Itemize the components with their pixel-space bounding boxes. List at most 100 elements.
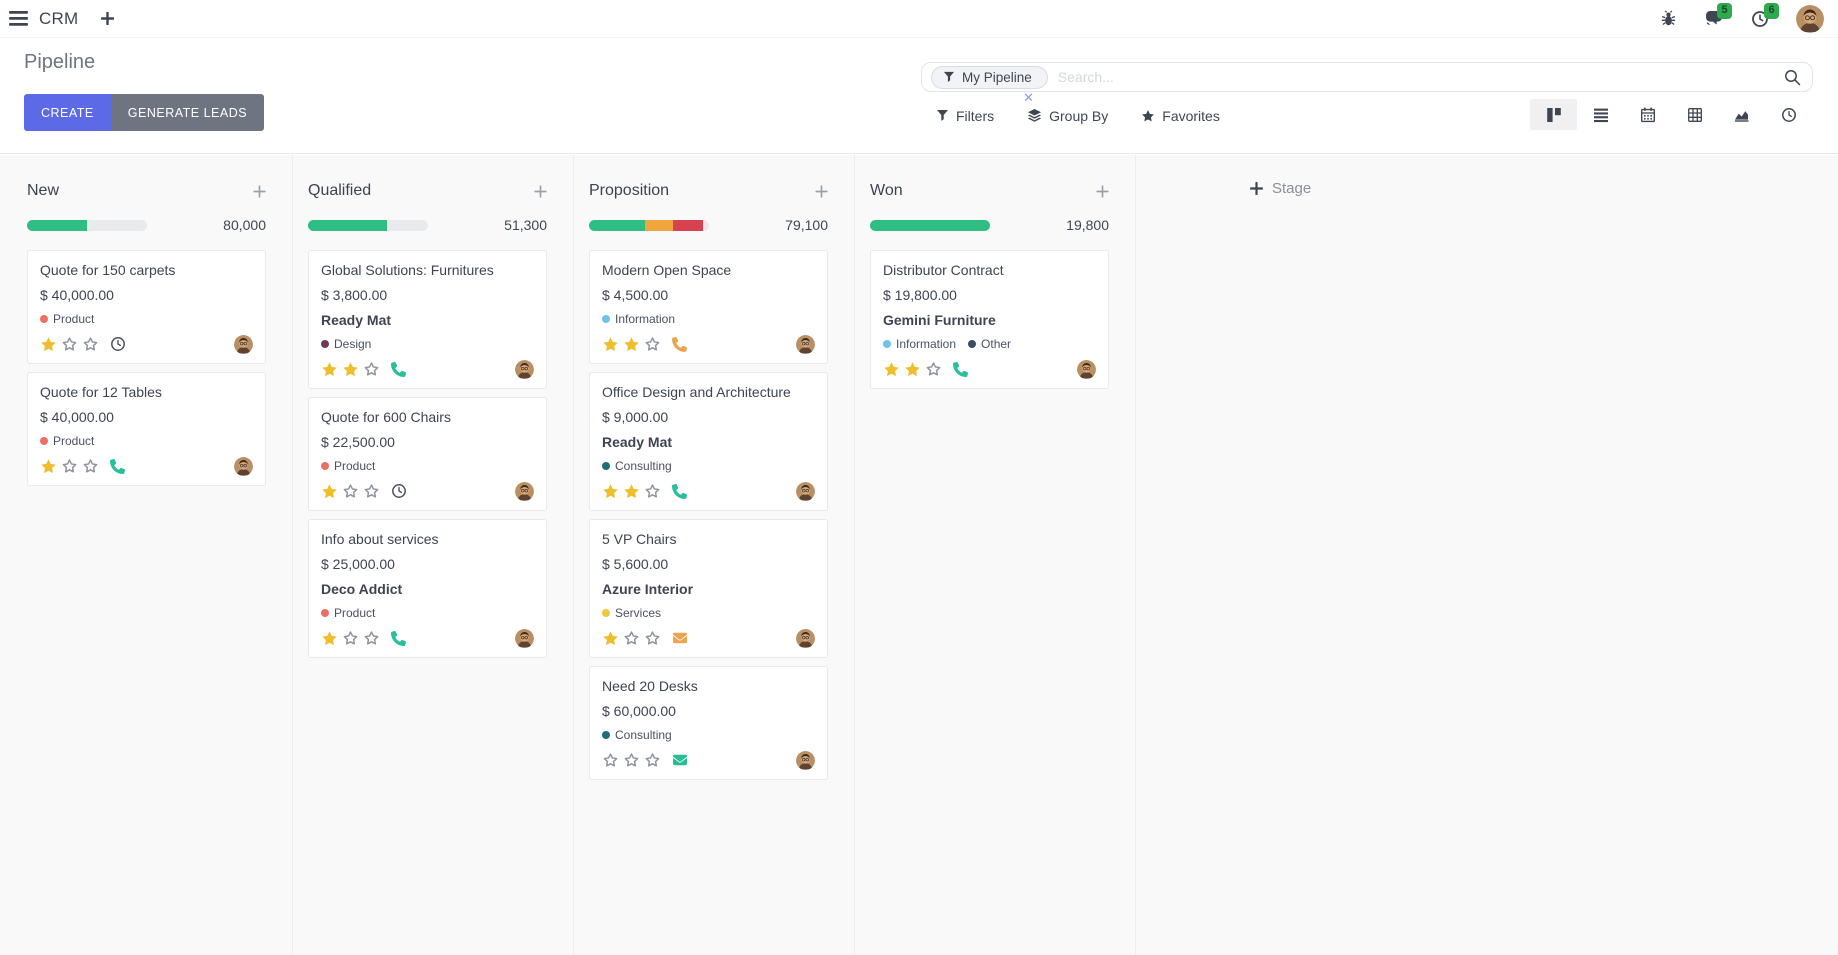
priority-star-icon[interactable] bbox=[342, 483, 359, 500]
column-progressbar[interactable] bbox=[870, 219, 990, 231]
salesperson-avatar[interactable] bbox=[796, 334, 815, 354]
kanban-card[interactable]: Quote for 600 Chairs $ 22,500.00 Product bbox=[308, 397, 547, 511]
search-facet[interactable]: My Pipeline bbox=[931, 65, 1048, 89]
activity-phone-icon[interactable] bbox=[391, 361, 406, 377]
filters-menu[interactable]: Filters bbox=[936, 108, 994, 124]
priority-star-icon[interactable] bbox=[644, 483, 661, 500]
progress-segment[interactable] bbox=[672, 219, 703, 231]
kanban-card[interactable]: Global Solutions: Furnitures $ 3,800.00 Re… bbox=[308, 250, 547, 389]
column-title[interactable]: Qualified bbox=[308, 182, 372, 199]
priority-star-icon[interactable] bbox=[363, 630, 380, 647]
priority-star-icon[interactable] bbox=[321, 483, 338, 500]
priority-star-icon[interactable] bbox=[363, 483, 380, 500]
progress-segment[interactable] bbox=[27, 219, 87, 231]
view-activity-button[interactable] bbox=[1765, 99, 1812, 130]
priority-star-icon[interactable] bbox=[623, 483, 640, 500]
kanban-card[interactable]: Info about services $ 25,000.00 Deco Addic… bbox=[308, 519, 547, 658]
priority-star-icon[interactable] bbox=[321, 361, 338, 378]
add-record-button[interactable] bbox=[1096, 184, 1109, 198]
column-progressbar[interactable] bbox=[308, 219, 428, 231]
generate-leads-button[interactable]: GENERATE LEADS bbox=[110, 94, 265, 131]
progress-segment[interactable] bbox=[645, 219, 673, 231]
column-title[interactable]: Proposition bbox=[589, 182, 670, 199]
priority-star-icon[interactable] bbox=[623, 336, 640, 353]
activity-phone-icon[interactable] bbox=[953, 361, 968, 377]
salesperson-avatar[interactable] bbox=[796, 628, 815, 648]
activity-phone-icon[interactable] bbox=[110, 458, 125, 474]
group-by-menu[interactable]: Group By bbox=[1027, 108, 1108, 124]
kanban-card[interactable]: Office Design and Architecture $ 9,000.00… bbox=[589, 372, 828, 511]
facet-remove-icon[interactable]: ✕ bbox=[1023, 90, 1034, 105]
priority-star-icon[interactable] bbox=[363, 361, 380, 378]
view-graph-button[interactable] bbox=[1718, 99, 1765, 130]
activity-mail-icon[interactable] bbox=[672, 631, 688, 645]
priority-star-icon[interactable] bbox=[82, 336, 99, 353]
view-list-button[interactable] bbox=[1577, 99, 1624, 130]
add-icon[interactable] bbox=[101, 12, 115, 25]
search-bar[interactable]: My Pipeline ✕ Search... bbox=[921, 62, 1813, 104]
priority-star-icon[interactable] bbox=[342, 361, 359, 378]
priority-star-icon[interactable] bbox=[623, 752, 640, 769]
activity-phone-icon[interactable] bbox=[391, 630, 406, 646]
priority-star-icon[interactable] bbox=[602, 483, 619, 500]
add-record-button[interactable] bbox=[253, 184, 266, 198]
activity-clock-icon[interactable] bbox=[391, 483, 407, 499]
salesperson-avatar[interactable] bbox=[515, 481, 534, 501]
priority-star-icon[interactable] bbox=[82, 458, 99, 475]
priority-star-icon[interactable] bbox=[321, 630, 338, 647]
add-record-button[interactable] bbox=[815, 184, 828, 198]
priority-star-icon[interactable] bbox=[602, 752, 619, 769]
priority-star-icon[interactable] bbox=[623, 630, 640, 647]
priority-star-icon[interactable] bbox=[644, 336, 661, 353]
salesperson-avatar[interactable] bbox=[515, 359, 534, 379]
salesperson-avatar[interactable] bbox=[234, 456, 253, 476]
column-progressbar[interactable] bbox=[27, 219, 147, 231]
apps-menu-icon[interactable] bbox=[9, 11, 28, 26]
add-record-button[interactable] bbox=[534, 184, 547, 198]
priority-star-icon[interactable] bbox=[40, 458, 57, 475]
activity-mail-icon[interactable] bbox=[672, 753, 688, 767]
progress-segment[interactable] bbox=[870, 219, 990, 231]
search-input[interactable]: Search... bbox=[1057, 69, 1114, 85]
activity-phone-icon[interactable] bbox=[672, 336, 687, 352]
priority-star-icon[interactable] bbox=[61, 458, 78, 475]
priority-star-icon[interactable] bbox=[602, 630, 619, 647]
salesperson-avatar[interactable] bbox=[796, 481, 815, 501]
activity-phone-icon[interactable] bbox=[672, 483, 687, 499]
column-title[interactable]: New bbox=[27, 182, 60, 199]
kanban-card[interactable]: Quote for 150 carpets $ 40,000.00 Product bbox=[27, 250, 266, 364]
kanban-card[interactable]: Need 20 Desks $ 60,000.00 Consulting bbox=[589, 666, 828, 780]
salesperson-avatar[interactable] bbox=[1077, 359, 1096, 379]
bug-icon[interactable] bbox=[1660, 10, 1677, 27]
priority-star-icon[interactable] bbox=[883, 361, 900, 378]
kanban-card[interactable]: Distributor Contract $ 19,800.00 Gemini Fu… bbox=[870, 250, 1109, 389]
kanban-card[interactable]: 5 VP Chairs $ 5,600.00 Azure Interior Servi… bbox=[589, 519, 828, 658]
view-kanban-button[interactable] bbox=[1530, 99, 1577, 130]
priority-star-icon[interactable] bbox=[644, 752, 661, 769]
salesperson-avatar[interactable] bbox=[234, 334, 253, 354]
activities-clock-icon[interactable]: 6 bbox=[1751, 2, 1780, 28]
kanban-card[interactable]: Quote for 12 Tables $ 40,000.00 Product bbox=[27, 372, 266, 486]
view-calendar-button[interactable] bbox=[1624, 99, 1671, 130]
column-progressbar[interactable] bbox=[589, 219, 709, 231]
salesperson-avatar[interactable] bbox=[796, 750, 815, 770]
priority-star-icon[interactable] bbox=[644, 630, 661, 647]
progress-segment[interactable] bbox=[589, 219, 646, 231]
kanban-card[interactable]: Modern Open Space $ 4,500.00 Information bbox=[589, 250, 828, 364]
activity-clock-icon[interactable] bbox=[110, 336, 126, 352]
priority-star-icon[interactable] bbox=[342, 630, 359, 647]
priority-star-icon[interactable] bbox=[904, 361, 921, 378]
column-title[interactable]: Won bbox=[870, 182, 903, 199]
add-stage-button[interactable]: Stage bbox=[1250, 180, 1311, 197]
priority-star-icon[interactable] bbox=[61, 336, 78, 353]
app-name[interactable]: CRM bbox=[39, 8, 79, 28]
create-button[interactable]: CREATE bbox=[24, 94, 111, 131]
favorites-menu[interactable]: Favorites bbox=[1141, 108, 1220, 124]
user-avatar[interactable] bbox=[1796, 4, 1824, 33]
progress-segment[interactable] bbox=[308, 219, 388, 231]
priority-star-icon[interactable] bbox=[40, 336, 57, 353]
messages-icon[interactable]: 5 bbox=[1704, 2, 1733, 28]
salesperson-avatar[interactable] bbox=[515, 628, 534, 648]
priority-star-icon[interactable] bbox=[602, 336, 619, 353]
priority-star-icon[interactable] bbox=[925, 361, 942, 378]
